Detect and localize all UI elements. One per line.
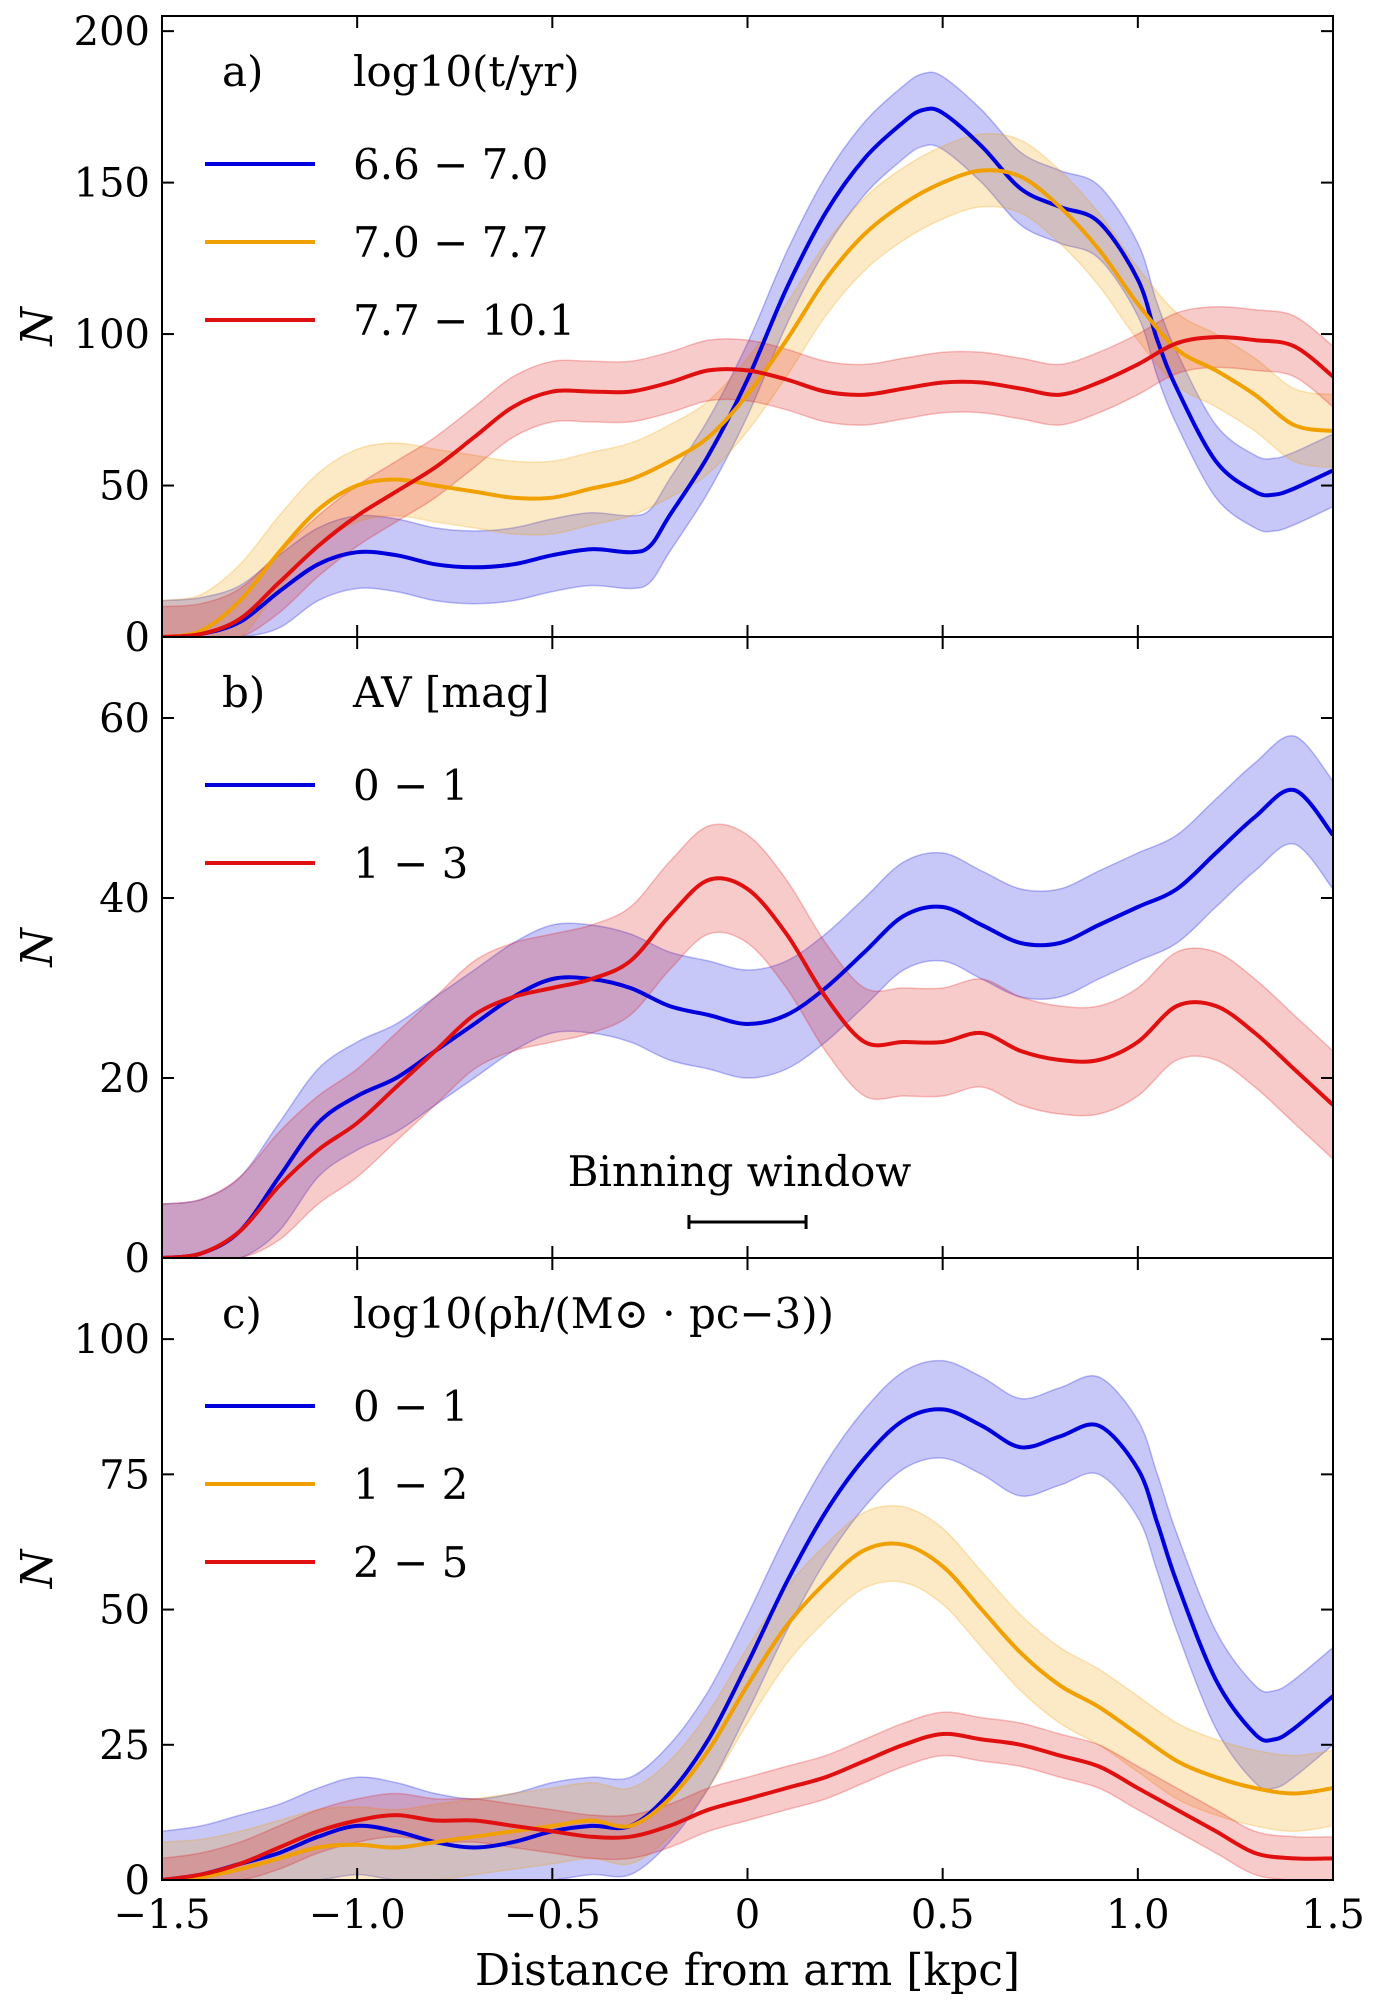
band-orange xyxy=(162,133,1333,637)
y-tick-label: 200 xyxy=(74,9,150,55)
y-tick-label: 0 xyxy=(125,615,150,661)
legend-title: AV [mag] xyxy=(352,668,549,717)
panel-1: 0 50 100 150 200 Na) log10(t/yr) 6.6 − 7.0 7.0 −… xyxy=(12,9,1334,661)
legend-entry: 0 − 1 xyxy=(353,761,468,810)
y-tick-label: 50 xyxy=(99,1588,150,1634)
panel-letter: b) xyxy=(222,668,265,717)
y-axis-label: N xyxy=(12,1548,63,1589)
band-orange xyxy=(162,1504,1333,1880)
binning-window-label: Binning window xyxy=(568,1147,912,1196)
band-blue xyxy=(162,1359,1333,1880)
x-tick-label: 1.0 xyxy=(1106,1892,1170,1938)
series-line-red xyxy=(162,1731,1333,1880)
y-tick-label: 0 xyxy=(125,1858,150,1904)
legend-entry: 0 − 1 xyxy=(353,1382,468,1431)
series-line-blue xyxy=(162,106,1333,637)
y-tick-label: 60 xyxy=(99,696,150,742)
legend-entry: 6.6 − 7.0 xyxy=(353,140,548,189)
legend-title: log10(ρh/(M⊙ · pc−3)) xyxy=(353,1289,834,1338)
y-tick-label: 75 xyxy=(99,1452,150,1498)
series-line-blue xyxy=(162,787,1333,1258)
band-blue xyxy=(162,71,1333,637)
y-tick-label: 20 xyxy=(99,1056,150,1102)
panel-2: 0 20 40 60 Nb) AV [mag] 0 − 1 1 − 3 Binning wind… xyxy=(12,636,1334,1282)
legend-entry: 2 − 5 xyxy=(353,1538,468,1587)
band-red xyxy=(162,823,1333,1258)
series-line-blue xyxy=(162,1407,1333,1880)
series-line-red xyxy=(162,335,1333,637)
x-axis-label: Distance from arm [kpc] xyxy=(475,1945,1020,1996)
y-tick-label: 25 xyxy=(99,1723,150,1769)
y-tick-label: 100 xyxy=(74,1317,150,1363)
panel-letter: c) xyxy=(222,1289,262,1338)
legend-entry: 7.0 − 7.7 xyxy=(353,218,548,267)
band-red xyxy=(162,305,1333,637)
plot-area xyxy=(162,735,1333,1258)
y-axis-label: N xyxy=(12,306,63,347)
x-tick-label: 0 xyxy=(735,1892,760,1938)
x-tick-label: 1.5 xyxy=(1301,1892,1365,1938)
x-tick-label: −1.5 xyxy=(113,1892,210,1938)
legend-entry: 1 − 2 xyxy=(353,1460,468,1509)
series-line-orange xyxy=(162,168,1333,637)
series-line-red xyxy=(162,876,1333,1258)
x-tick-label: −1.0 xyxy=(309,1892,406,1938)
panel-letter: a) xyxy=(222,47,263,96)
legend-title: log10(t/yr) xyxy=(353,47,580,96)
plot-area xyxy=(162,71,1333,637)
y-tick-label: 40 xyxy=(99,876,150,922)
x-tick-label: 0.5 xyxy=(911,1892,975,1938)
y-tick-label: 50 xyxy=(99,464,150,510)
series-line-orange xyxy=(162,1541,1333,1880)
panel-3: 0 25 50 75 100 −1.5 −1.0 −0.5 0 0.5 1.0 1.5 Nc) log10… xyxy=(12,1257,1365,1938)
y-tick-label: 150 xyxy=(74,161,150,207)
legend-entry: 7.7 − 10.1 xyxy=(353,296,575,345)
y-axis-label: N xyxy=(12,927,63,968)
x-tick-label: −0.5 xyxy=(504,1892,601,1938)
y-tick-label: 100 xyxy=(74,312,150,358)
plot-area xyxy=(162,1359,1333,1880)
y-tick-label: 0 xyxy=(125,1236,150,1282)
band-blue xyxy=(162,735,1333,1258)
legend-entry: 1 − 3 xyxy=(353,839,468,888)
